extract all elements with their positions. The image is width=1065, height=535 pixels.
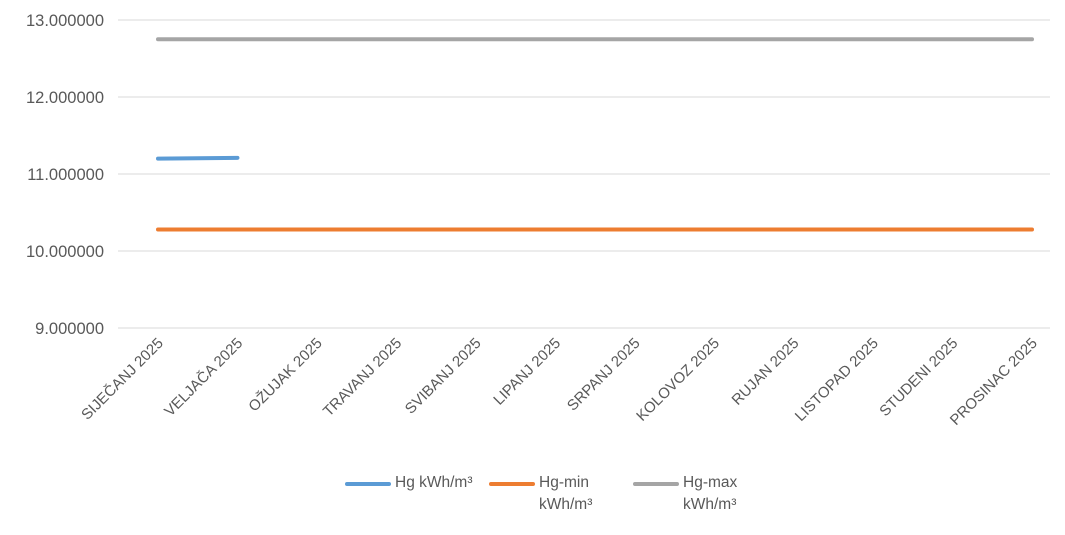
legend-label-hg: Hg kWh/m³	[395, 474, 473, 491]
x-tick-label: STUDENI 2025	[876, 335, 961, 420]
x-tick-label: VELJAČA 2025	[161, 335, 246, 420]
chart-legend: Hg kWh/m³ Hg-min kWh/m³ Hg-max kWh/m³	[345, 472, 777, 516]
chart-plot: 9.000000 10.000000 11.000000 12.000000 13.00…	[26, 12, 1050, 429]
legend-item-hg-min: Hg-min kWh/m³	[489, 472, 633, 516]
x-tick-label: SRPANJ 2025	[564, 335, 644, 415]
legend-label-hg-max: Hg-max kWh/m³	[683, 474, 738, 513]
series-line-hg	[156, 155, 240, 161]
x-tick-label: OŽUJAK 2025	[245, 335, 325, 415]
y-tick-label: 9.000000	[35, 320, 104, 338]
y-axis-tick-labels: 9.000000 10.000000 11.000000 12.000000 13.00…	[26, 12, 104, 338]
legend-swatch-hg-max	[633, 482, 679, 486]
x-tick-label: LISTOPAD 2025	[792, 335, 882, 425]
legend-item-hg-max: Hg-max kWh/m³	[633, 472, 777, 516]
legend-swatch-hg	[345, 482, 391, 486]
y-tick-label: 11.000000	[27, 166, 104, 184]
y-tick-label: 10.000000	[26, 243, 104, 261]
legend-label-hg-min: Hg-min kWh/m³	[539, 474, 593, 513]
series-lines	[156, 37, 1034, 232]
x-tick-label: SVIBANJ 2025	[402, 335, 485, 418]
y-tick-label: 13.000000	[26, 12, 104, 30]
y-tick-label: 12.000000	[26, 89, 104, 107]
x-tick-label: RUJAN 2025	[729, 335, 803, 409]
x-tick-label: TRAVANJ 2025	[320, 335, 405, 420]
x-tick-label: PROSINAC 2025	[947, 335, 1041, 429]
x-tick-label: LIPANJ 2025	[490, 335, 564, 409]
x-tick-label: KOLOVOZ 2025	[633, 335, 723, 425]
legend-item-hg: Hg kWh/m³	[345, 472, 489, 516]
x-tick-label: SIJEČANJ 2025	[78, 335, 167, 424]
grid-lines	[118, 19, 1050, 329]
legend-swatch-hg-min	[489, 482, 535, 486]
